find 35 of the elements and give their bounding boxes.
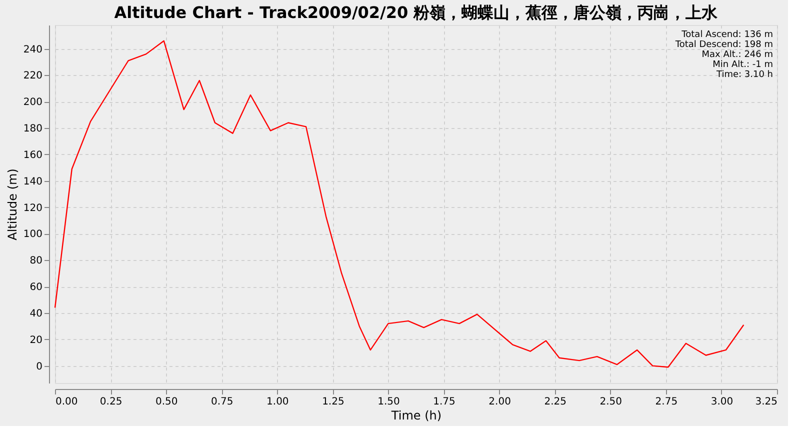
x-tick-label: 0.75 — [210, 396, 234, 408]
x-tick-label: 1.00 — [266, 396, 289, 408]
x-tick-label: 0.25 — [100, 396, 122, 408]
y-tick-label: 120 — [23, 202, 42, 214]
annotation: Max Alt.: 246 m — [702, 50, 773, 60]
y-tick-label: 100 — [23, 229, 42, 240]
annotation: Min Alt.: -1 m — [712, 60, 773, 70]
y-tick-label: 40 — [30, 308, 42, 320]
x-tick-label: 1.50 — [378, 396, 400, 408]
annotation: Time: 3.10 h — [715, 70, 773, 80]
annotation: Total Ascend: 136 m — [680, 30, 773, 40]
x-tick-label: 1.25 — [322, 396, 344, 408]
y-axis-title: Altitude (m) — [5, 168, 20, 240]
x-tick-label: 1.75 — [433, 396, 456, 408]
x-tick-label: 2.25 — [544, 396, 566, 408]
x-tick-label: 0.00 — [56, 396, 78, 408]
y-tick-label: 220 — [23, 70, 42, 82]
y-tick-label: 60 — [30, 282, 42, 294]
x-axis-title: Time (h) — [390, 408, 442, 422]
y-tick-label: 80 — [30, 256, 42, 267]
annotation: Total Descend: 198 m — [674, 40, 773, 50]
x-tick-label: 3.00 — [710, 396, 734, 408]
x-tick-label: 2.50 — [600, 396, 622, 408]
y-tick-label: 20 — [30, 334, 42, 346]
y-tick-label: 0 — [36, 361, 42, 372]
y-tick-label: 160 — [23, 150, 42, 161]
y-tick-label: 200 — [23, 97, 42, 108]
x-tick-label: 0.50 — [155, 396, 178, 408]
chart-title: Altitude Chart - Track2009/02/20 粉嶺，蝴蝶山，蕉徑，唐公嶺，丙崗，上水 — [114, 3, 719, 22]
y-tick-label: 180 — [23, 124, 42, 135]
y-tick-label: 140 — [23, 176, 42, 188]
x-tick-label: 2.00 — [488, 396, 511, 408]
x-tick-label: 3.25 — [755, 396, 778, 408]
x-tick-label: 2.75 — [655, 396, 678, 408]
y-tick-label: 240 — [23, 44, 42, 56]
